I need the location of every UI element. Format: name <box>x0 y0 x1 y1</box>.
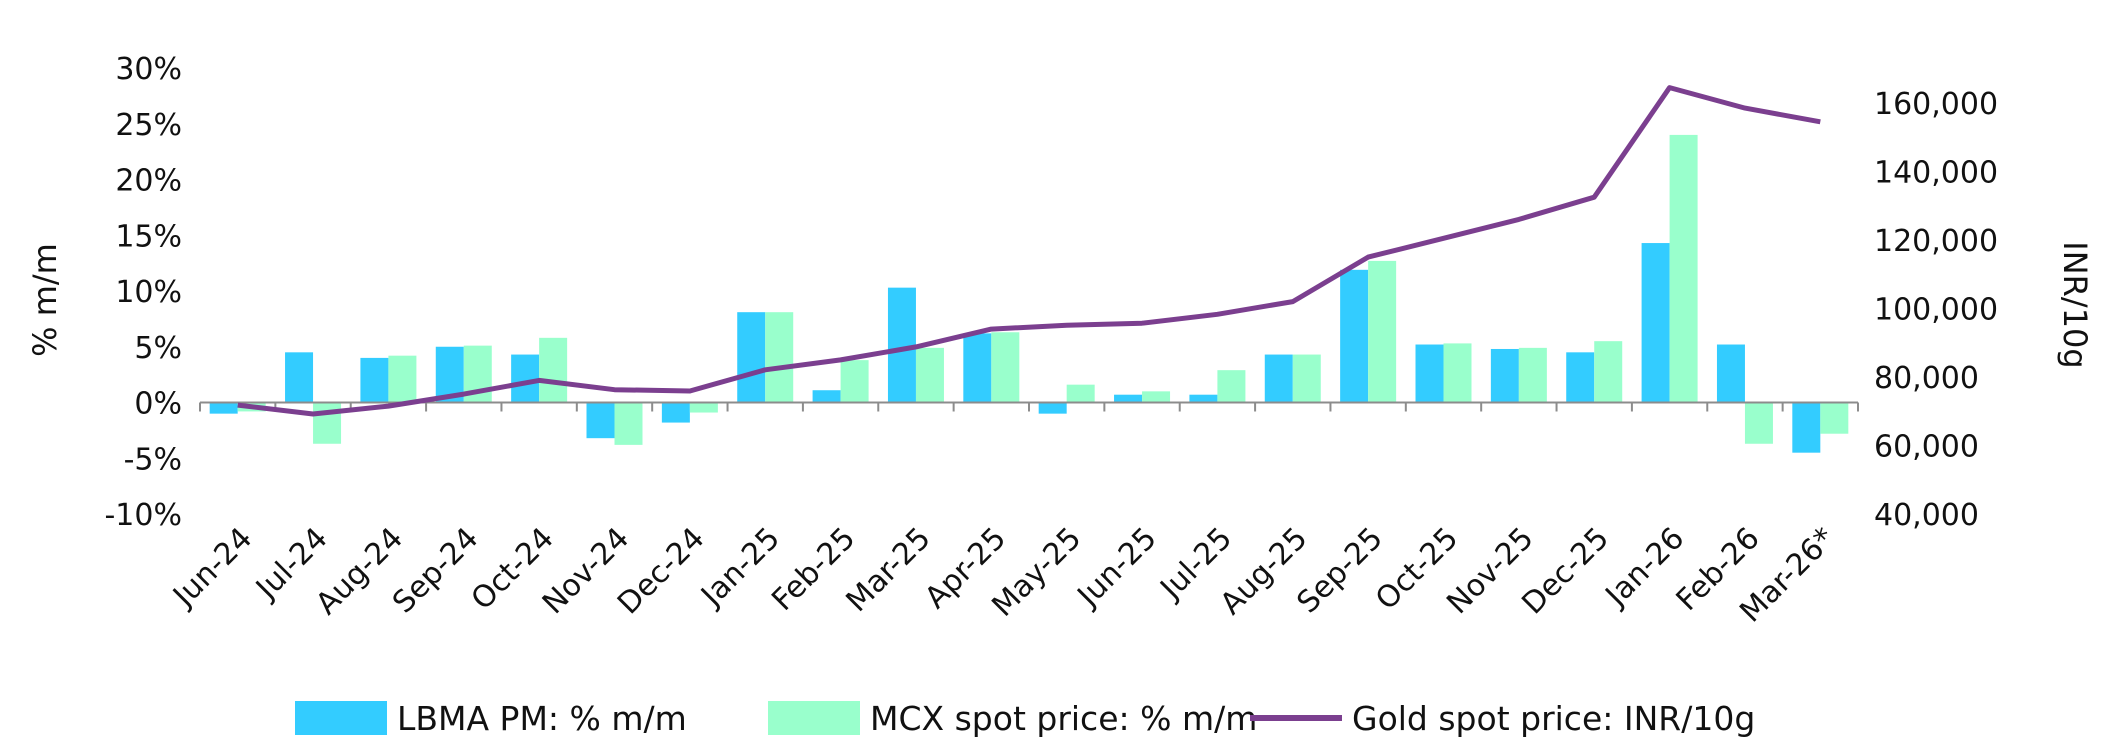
left-tick-label: 15% <box>115 219 182 254</box>
left-axis-ticks: -10% -5% 0% 5% 10% 15% 20% 25% 30% <box>104 52 182 533</box>
lbma-bar <box>1189 394 1218 403</box>
right-axis-title: INR/10g <box>2056 241 2094 368</box>
legend-swatch <box>295 701 387 735</box>
left-tick-label: 25% <box>115 108 182 143</box>
mcx-bar <box>1443 343 1472 403</box>
mcx-bar <box>991 332 1020 403</box>
lbma-bar <box>209 402 238 414</box>
x-axis-ticks <box>199 402 1859 412</box>
lbma-bar <box>1566 352 1595 403</box>
lbma-bar <box>1038 402 1067 414</box>
lbma-bar <box>1716 344 1745 403</box>
lbma-bar <box>661 402 690 423</box>
left-tick-label: 5% <box>134 331 182 366</box>
mcx-bar <box>1744 402 1773 444</box>
left-tick-label: 0% <box>134 387 182 422</box>
legend-swatch <box>768 701 860 735</box>
mcx-bar <box>1066 384 1095 403</box>
mcx-bar <box>1518 347 1547 403</box>
mcx-bar <box>313 402 342 444</box>
bars-group <box>209 134 1849 453</box>
legend: LBMA PM: % m/m MCX spot price: % m/m Gold … <box>295 699 1755 738</box>
mcx-bar <box>388 355 417 403</box>
lbma-bar <box>1264 354 1293 403</box>
x-tick-label: Jun-24 <box>165 521 259 615</box>
right-tick-label: 160,000 <box>1874 87 1998 122</box>
lbma-bar <box>1792 402 1821 453</box>
lbma-bar <box>1415 344 1444 403</box>
left-tick-label: 20% <box>115 164 182 199</box>
lbma-bar <box>586 402 615 439</box>
right-tick-label: 100,000 <box>1874 293 1998 328</box>
x-tick-label: Sep-24 <box>386 521 485 620</box>
lbma-bar <box>812 390 841 403</box>
left-tick-label: 30% <box>115 52 182 87</box>
gold-spot-price-line <box>237 85 1821 417</box>
legend-label: MCX spot price: % m/m <box>870 699 1257 738</box>
mcx-bar <box>1292 354 1321 403</box>
lbma-bar <box>1340 269 1369 403</box>
mcx-bar <box>539 337 568 403</box>
left-tick-label: -5% <box>124 442 182 477</box>
lbma-bar <box>963 333 992 403</box>
left-tick-label: -10% <box>104 498 182 533</box>
right-tick-label: 80,000 <box>1874 361 1979 396</box>
right-tick-label: 60,000 <box>1874 430 1979 465</box>
mcx-bar <box>1594 341 1623 403</box>
right-tick-label: 40,000 <box>1874 498 1979 533</box>
x-axis-labels: Jun-24Jul-24Aug-24Sep-24Oct-24Nov-24Dec-… <box>165 521 1842 630</box>
mcx-bar <box>614 402 643 445</box>
x-tick-label: Mar-25 <box>840 521 938 619</box>
mcx-bar <box>1142 391 1171 403</box>
legend-label: LBMA PM: % m/m <box>397 699 687 738</box>
right-tick-label: 140,000 <box>1874 156 1998 191</box>
right-tick-label: 120,000 <box>1874 224 1998 259</box>
left-axis-title: % m/m <box>26 243 64 357</box>
lbma-bar <box>1490 348 1519 403</box>
right-axis-ticks: 40,000 60,000 80,000 100,000 120,000 140,000 1… <box>1874 87 1998 533</box>
lbma-bar <box>360 357 389 403</box>
mcx-bar <box>1368 260 1397 403</box>
mcx-bar <box>1217 370 1246 403</box>
mcx-bar <box>689 402 718 413</box>
lbma-bar <box>1114 394 1143 403</box>
lbma-bar <box>1641 243 1670 403</box>
x-tick-label: Jun-25 <box>1070 521 1164 615</box>
mcx-bar <box>765 312 794 403</box>
mcx-bar <box>840 360 869 403</box>
mcx-bar <box>1669 134 1698 403</box>
x-tick-label: Sep-25 <box>1290 521 1389 620</box>
left-tick-label: 10% <box>115 275 182 310</box>
legend-label: Gold spot price: INR/10g <box>1352 699 1755 738</box>
lbma-bar <box>887 287 916 403</box>
lbma-bar <box>737 312 766 403</box>
lbma-bar <box>511 354 540 403</box>
mcx-bar <box>915 347 944 403</box>
lbma-bar <box>285 352 314 403</box>
mcx-bar <box>1820 402 1849 434</box>
